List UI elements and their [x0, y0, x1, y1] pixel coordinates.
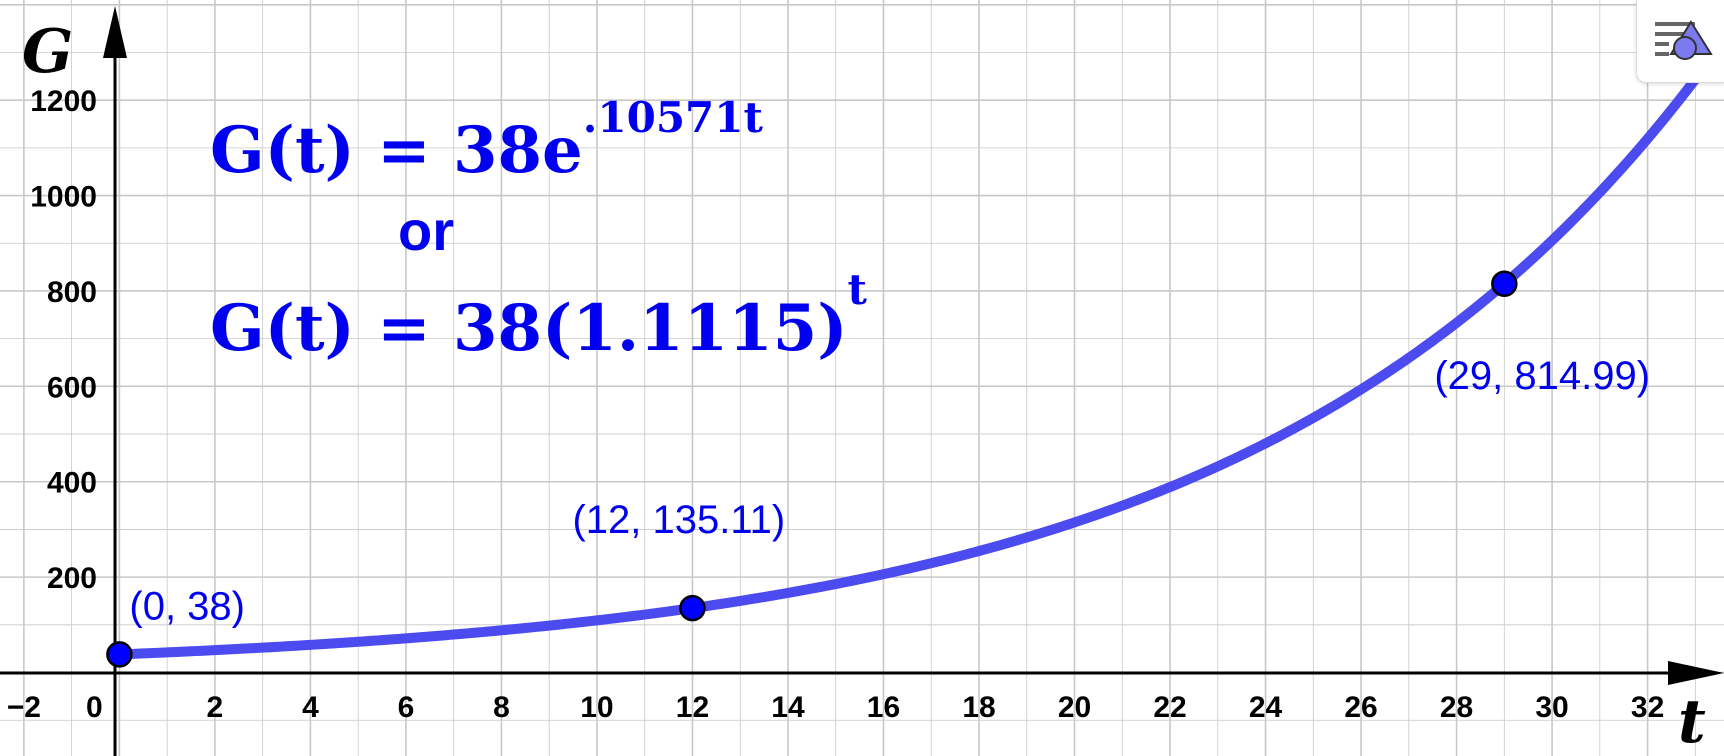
- x-tick-label: 6: [398, 691, 415, 724]
- x-tick-label: 28: [1440, 691, 1473, 724]
- y-tick-label: 200: [47, 562, 97, 595]
- x-tick-label: 32: [1631, 691, 1664, 724]
- y-tick-label: 800: [47, 276, 97, 309]
- y-axis-label: G: [22, 17, 73, 87]
- formula-or: or: [398, 199, 454, 262]
- formula-1-exponent: .10571t: [583, 93, 764, 142]
- y-axis-arrow: [103, 6, 127, 58]
- x-tick-label: 18: [962, 691, 995, 724]
- x-tick-label: 26: [1344, 691, 1377, 724]
- x-tick-label: 14: [771, 691, 805, 724]
- x-tick-label: 8: [493, 691, 510, 724]
- tick-labels: −2 0 2 4 6 8 10 12 14 16 18 20 22 24 26 28 30 32200400600…: [7, 85, 1665, 724]
- x-axis-arrow: [1668, 661, 1724, 685]
- point-label: (12, 135.11): [572, 498, 785, 542]
- x-tick-label: 12: [676, 691, 709, 724]
- formula-exponential: G(t) = 38e.10571t: [210, 93, 763, 188]
- points: (0, 38) (12, 135.11) (29, 814.99): [106, 270, 1650, 668]
- y-tick-label: 600: [47, 371, 97, 404]
- axes: [0, 6, 1724, 756]
- x-tick-label: 20: [1058, 691, 1091, 724]
- graphics-style-icon: [1655, 20, 1713, 60]
- x-tick-label: 16: [867, 691, 900, 724]
- formula-2-exponent: t: [848, 265, 868, 314]
- y-tick-label: 1000: [30, 181, 97, 214]
- data-point[interactable]: [679, 594, 706, 622]
- x-tick-label: 24: [1249, 691, 1283, 724]
- x-tick-label: 2: [207, 691, 224, 724]
- x-tick-label: 4: [302, 691, 319, 724]
- point-label: (0, 38): [129, 584, 245, 628]
- data-point[interactable]: [1491, 270, 1518, 298]
- series-curve: [114, 35, 1724, 660]
- formula-growth-factor: G(t) = 38(1.1115)t: [210, 265, 868, 366]
- graphics-style-button[interactable]: [1636, 0, 1724, 83]
- x-tick-label: 22: [1153, 691, 1186, 724]
- x-axis-label: t: [1678, 687, 1706, 756]
- x-tick-label: −2: [7, 691, 41, 724]
- y-tick-label: 400: [47, 467, 97, 500]
- x-tick-label: 0: [86, 691, 103, 724]
- formula-1-lhs: G(t) = 38e: [210, 113, 583, 188]
- formula-2-lhs: G(t) = 38(1.1115): [210, 291, 848, 366]
- x-tick-label: 10: [580, 691, 613, 724]
- data-point[interactable]: [106, 641, 133, 668]
- y-tick-label: 1200: [30, 85, 97, 118]
- point-label: (29, 814.99): [1434, 354, 1650, 398]
- x-tick-label: 30: [1535, 691, 1568, 724]
